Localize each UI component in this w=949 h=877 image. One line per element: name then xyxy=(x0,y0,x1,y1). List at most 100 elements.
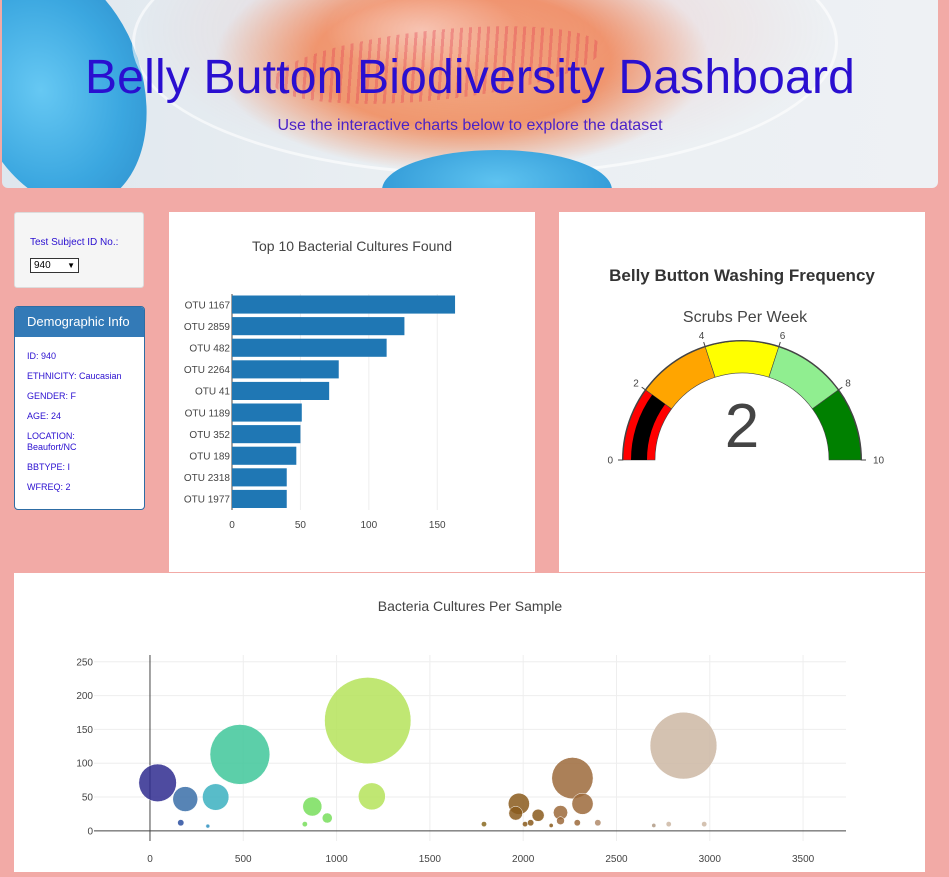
bar xyxy=(232,317,405,336)
bar-x-tick-label: 50 xyxy=(295,520,307,531)
bubble xyxy=(358,782,386,811)
top10-bar-chart-panel: Top 10 Bacterial Cultures Found 0 50 100 150… xyxy=(169,212,535,572)
washing-frequency-gauge: Belly Button Washing Frequency Scrubs Per… xyxy=(607,266,885,467)
bubble xyxy=(138,763,177,802)
bubble xyxy=(665,821,672,827)
bubble-x-tick-label: 1000 xyxy=(325,854,348,865)
bar xyxy=(232,381,330,400)
bubble-chart-title: Bacteria Cultures Per Sample xyxy=(378,598,563,614)
bubble xyxy=(522,821,528,827)
bubble xyxy=(556,816,565,825)
gauge-tick-label: 0 xyxy=(607,456,613,467)
bar xyxy=(232,338,387,357)
bar-category-label: OTU 1167 xyxy=(185,300,231,311)
gauge-value-bar xyxy=(631,394,666,460)
bubble-x-tick-label: 1500 xyxy=(419,854,442,865)
gauge-step xyxy=(704,340,780,378)
gauge-title: Belly Button Washing Frequency xyxy=(609,266,875,285)
bar-x-tick-label: 0 xyxy=(229,520,235,531)
bar-category-label: OTU 189 xyxy=(189,452,230,463)
gauge-tick-label: 10 xyxy=(873,456,885,467)
bar-category-label: OTU 2859 xyxy=(184,322,231,333)
bubble xyxy=(571,792,594,815)
demographic-row-age: AGE: 24 xyxy=(27,411,62,421)
bar-category-label: OTU 482 xyxy=(189,344,230,355)
bubble xyxy=(527,819,535,827)
bubble xyxy=(177,819,185,827)
subject-id-dropdown[interactable]: 940 ▼ xyxy=(30,258,79,273)
demographic-row-id: ID: 940 xyxy=(27,351,57,361)
bubble xyxy=(573,819,581,827)
bar xyxy=(232,295,456,314)
bubble xyxy=(531,808,545,822)
demographic-info-panel: Demographic Info ID: 940 ETHNICITY: Cauc… xyxy=(14,306,145,510)
bar xyxy=(232,360,339,379)
bubble xyxy=(321,812,333,824)
bubble xyxy=(551,757,594,800)
bubble-x-tick-label: 3000 xyxy=(699,854,722,865)
gauge-tick-label: 6 xyxy=(780,331,786,342)
gauge-tick xyxy=(778,341,781,347)
bubble-y-tick-label: 200 xyxy=(76,691,93,702)
bubble xyxy=(649,711,718,780)
bar-category-label: OTU 41 xyxy=(195,387,230,398)
bubble xyxy=(701,821,708,827)
bubble xyxy=(209,724,271,785)
bar-category-label: OTU 2318 xyxy=(184,473,231,484)
subject-selector-card: Test Subject ID No.: 940 ▼ xyxy=(14,212,144,288)
bubble xyxy=(302,796,323,817)
gauge-tick-label: 4 xyxy=(699,331,705,342)
bubble xyxy=(205,823,211,829)
bar-category-label: OTU 352 xyxy=(189,430,230,441)
subject-id-selected: 940 xyxy=(34,260,51,271)
bubble xyxy=(301,821,308,827)
bar-category-label: OTU 2264 xyxy=(184,365,231,376)
bubble-x-tick-label: 500 xyxy=(235,854,252,865)
bubble-y-tick-label: 50 xyxy=(82,793,94,804)
header-banner: Belly Button Biodiversity Dashboard Use … xyxy=(2,0,938,188)
bar-x-tick-label: 150 xyxy=(429,520,446,531)
gauge-tick xyxy=(641,386,647,391)
demographic-row-wfreq: WFREQ: 2 xyxy=(27,482,71,492)
gauge-tick-label: 2 xyxy=(633,379,639,390)
bubble-y-tick-label: 100 xyxy=(76,759,93,770)
bubble-y-tick-label: 0 xyxy=(87,826,93,837)
bar-category-label: OTU 1977 xyxy=(184,495,231,506)
bar-category-label: OTU 1189 xyxy=(185,408,231,419)
gauge-tick xyxy=(837,386,843,391)
subject-selector-label: Test Subject ID No.: xyxy=(30,237,119,248)
bubble xyxy=(324,677,412,765)
bubble xyxy=(548,823,554,828)
bar-x-tick-label: 100 xyxy=(360,520,377,531)
bubble-chart-panel: Bacteria Cultures Per Sample 0 500 1000 1500… xyxy=(14,573,925,872)
gauge-tick-label: 8 xyxy=(845,379,851,390)
bubble xyxy=(651,823,657,828)
bar xyxy=(232,403,302,422)
bubble-x-tick-label: 2000 xyxy=(512,854,535,865)
bubble-y-tick-label: 250 xyxy=(76,657,93,668)
demographic-info-title: Demographic Info xyxy=(15,307,144,337)
demographic-row-location: LOCATION: Beaufort/NC xyxy=(27,431,77,452)
bubble-x-tick-label: 0 xyxy=(147,854,153,865)
chevron-down-icon: ▼ xyxy=(67,261,75,270)
bubble xyxy=(202,783,230,811)
bar-chart-title: Top 10 Bacterial Cultures Found xyxy=(252,238,452,254)
demographic-row-bbtype: BBTYPE: I xyxy=(27,462,71,472)
bubble-x-tick-label: 3500 xyxy=(792,854,815,865)
bubble xyxy=(594,819,602,827)
demographic-info-body: ID: 940 ETHNICITY: Caucasian GENDER: F A… xyxy=(15,337,144,493)
top10-bar-chart: Top 10 Bacterial Cultures Found 0 50 100 150… xyxy=(184,238,456,531)
demographic-row-ethnicity: ETHNICITY: Caucasian xyxy=(27,371,122,381)
gauge-value-label: 2 xyxy=(725,392,759,461)
bubble-y-tick-label: 150 xyxy=(76,725,93,736)
bar xyxy=(232,468,287,487)
page-title: Belly Button Biodiversity Dashboard xyxy=(84,51,856,104)
bubble xyxy=(172,786,198,812)
bar xyxy=(232,425,301,444)
bubble xyxy=(508,806,523,821)
gauge-tick xyxy=(703,341,706,347)
page-subtitle: Use the interactive charts below to expl… xyxy=(277,117,663,134)
bar xyxy=(232,489,287,508)
bubble-x-tick-label: 2500 xyxy=(605,854,628,865)
